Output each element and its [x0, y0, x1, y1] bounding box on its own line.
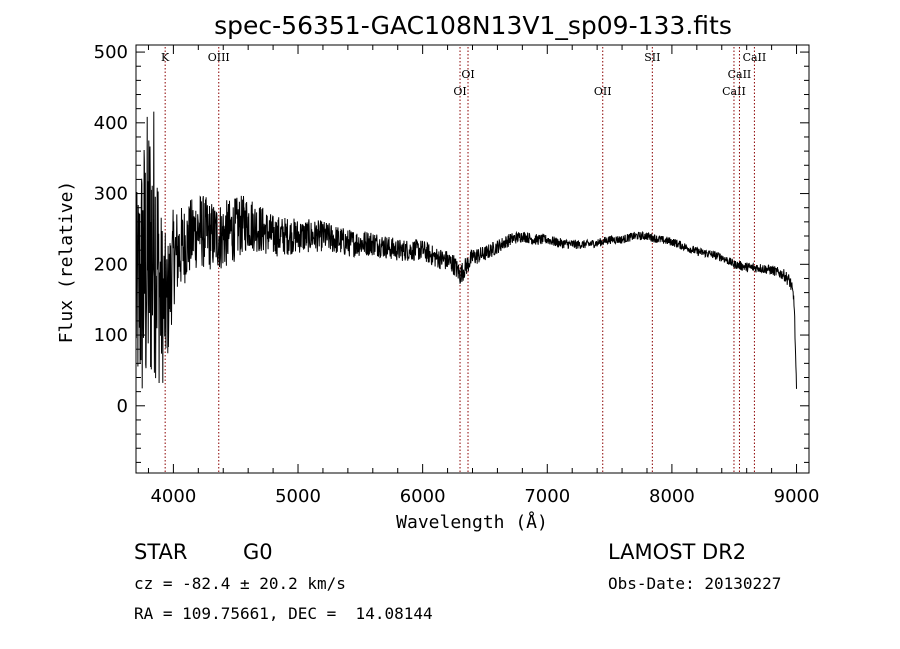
spectral-subclass: G0	[243, 540, 273, 564]
spectral-line-label: CaII	[722, 85, 746, 98]
y-tick-label: 400	[94, 113, 128, 134]
x-tick-label: 6000	[400, 486, 446, 507]
redshift-text: cz = -82.4 ± 20.2 km/s	[134, 574, 346, 593]
spectral-line-label: OI	[461, 68, 474, 81]
y-tick-label: 100	[94, 325, 128, 346]
obs-date: Obs-Date: 20130227	[608, 574, 782, 593]
x-tick-label: 5000	[275, 486, 321, 507]
y-axis-label: Flux (relative)	[56, 181, 77, 344]
x-tick-label: 8000	[649, 486, 695, 507]
spectral-line-label: OIII	[208, 51, 230, 64]
spectral-lines: K OIII OI OI OII SII CaII CaII CaII	[161, 47, 766, 473]
x-tick-label: 9000	[774, 486, 820, 507]
y-axis: 0 100 200 300 400 500	[94, 42, 809, 463]
object-type: STAR	[134, 540, 188, 564]
coordinates: RA = 109.75661, DEC = 14.08144	[134, 604, 433, 623]
spectral-line-label: K	[161, 51, 170, 64]
spectral-line-label: CaII	[743, 51, 767, 64]
y-tick-label: 200	[94, 254, 128, 275]
survey-name: LAMOST DR2	[608, 540, 747, 564]
spectral-line-label: OI	[453, 85, 466, 98]
y-tick-label: 300	[94, 184, 128, 205]
x-axis-label: Wavelength (Å)	[396, 511, 548, 533]
y-tick-label: 500	[94, 42, 128, 63]
y-tick-label: 0	[117, 396, 128, 417]
chart-title: spec-56351-GAC108N13V1_sp09-133.fits	[214, 11, 732, 40]
x-tick-label: 4000	[150, 486, 196, 507]
spectrum-line	[135, 111, 797, 389]
x-tick-label: 7000	[524, 486, 570, 507]
spectral-line-label: SII	[644, 51, 660, 64]
x-axis: 4000 5000 6000 7000 8000 9000	[147, 45, 820, 507]
spectral-line-label: CaII	[728, 68, 752, 81]
spectral-line-label: OII	[594, 85, 612, 98]
